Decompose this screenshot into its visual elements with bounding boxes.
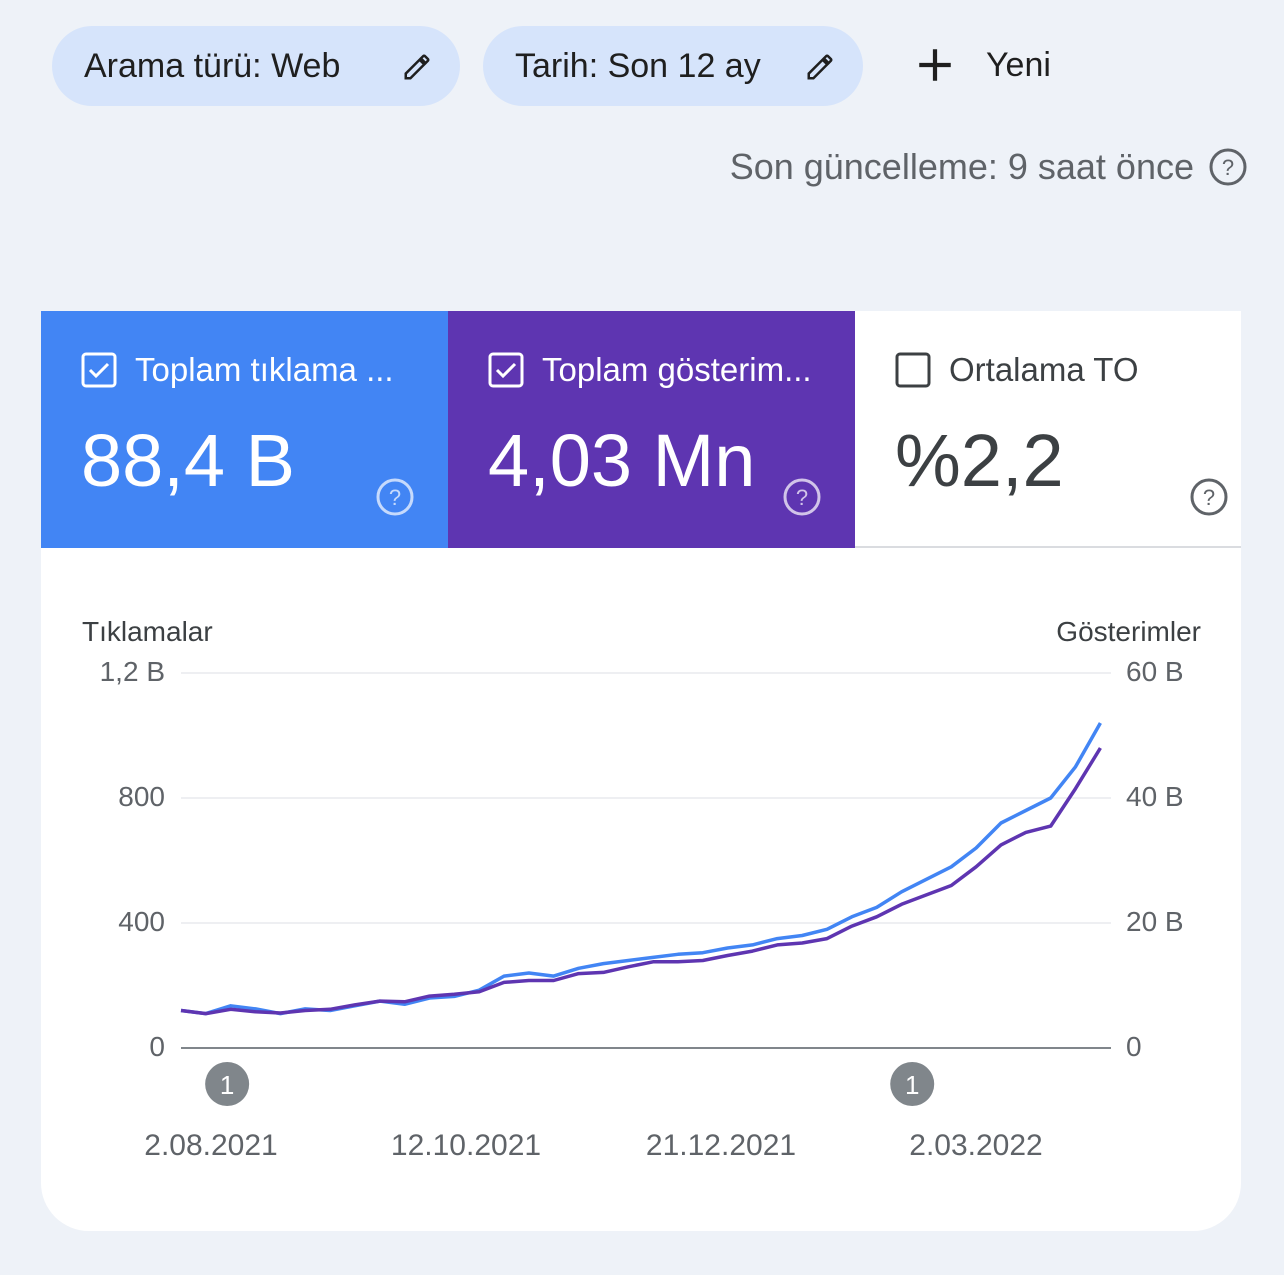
x-tick-label: 21.12.2021 [645, 1129, 797, 1162]
svg-text:?: ? [1222, 155, 1234, 180]
clicks-series-line [180, 722, 1102, 1016]
performance-card: Toplam tıklama ... 88,4 B ? Toplam göste… [41, 311, 1241, 1231]
left-axis-title: Tıklamalar [82, 616, 213, 647]
annotation-label: 1 [220, 1070, 234, 1100]
total-impressions-value: 4,03 Mn [488, 419, 756, 502]
left-tick-label: 400 [118, 906, 165, 937]
left-tick-label: 0 [149, 1031, 165, 1062]
x-tick-label: 2.08.2021 [144, 1129, 278, 1162]
total-clicks-metric[interactable]: Toplam tıklama ... 88,4 B ? [41, 311, 448, 548]
average-ctr-value: %2,2 [895, 419, 1064, 502]
search-type-filter-chip[interactable]: Arama türü: Web [52, 26, 460, 106]
total-clicks-label: Toplam tıklama ... [135, 351, 394, 388]
right-tick-label: 20 B [1126, 906, 1184, 937]
x-tick-label: 2.03.2022 [909, 1129, 1043, 1162]
help-icon[interactable]: ? [1208, 147, 1248, 187]
date-filter-chip[interactable]: Tarih: Son 12 ay [483, 26, 863, 106]
average-ctr-label: Ortalama TO [949, 351, 1139, 388]
checkbox-unchecked-icon[interactable] [895, 352, 931, 388]
search-type-filter-label: Arama türü: Web [84, 46, 341, 85]
right-tick-label: 60 B [1126, 656, 1184, 687]
annotation-marker [205, 1062, 250, 1106]
svg-text:?: ? [1203, 485, 1215, 510]
total-impressions-label: Toplam gösterim... [542, 351, 812, 388]
left-tick-label: 800 [118, 781, 165, 812]
annotation-label: 1 [905, 1070, 919, 1100]
pencil-icon[interactable] [402, 52, 432, 82]
checkbox-checked-icon[interactable] [81, 352, 117, 388]
last-update-info: Son güncelleme: 9 saat önce ? [730, 146, 1248, 188]
average-ctr-metric[interactable]: Ortalama TO %2,2 ? [855, 311, 1241, 548]
left-tick-label: 1,2 B [99, 656, 165, 687]
checkbox-checked-icon[interactable] [488, 352, 524, 388]
pencil-icon[interactable] [805, 52, 835, 82]
last-update-text: Son güncelleme: 9 saat önce [729, 146, 1194, 187]
right-axis-title: Gösterimler [1056, 616, 1201, 647]
svg-text:?: ? [796, 485, 808, 510]
impressions-series-line [180, 747, 1102, 1016]
help-icon[interactable]: ? [782, 477, 822, 517]
new-filter-button[interactable]: Yeni [914, 40, 1051, 90]
date-filter-label: Tarih: Son 12 ay [515, 46, 761, 85]
annotation-marker [890, 1062, 935, 1106]
help-icon[interactable]: ? [1189, 477, 1229, 517]
x-tick-label: 12.10.2021 [390, 1129, 542, 1162]
new-filter-label: Yeni [986, 45, 1051, 84]
total-clicks-value: 88,4 B [81, 419, 295, 502]
total-impressions-metric[interactable]: Toplam gösterim... 4,03 Mn ? [448, 311, 855, 548]
help-icon[interactable]: ? [375, 477, 415, 517]
plus-icon [919, 49, 951, 81]
svg-text:?: ? [389, 485, 401, 510]
right-tick-label: 0 [1126, 1031, 1142, 1062]
right-tick-label: 40 B [1126, 781, 1184, 812]
